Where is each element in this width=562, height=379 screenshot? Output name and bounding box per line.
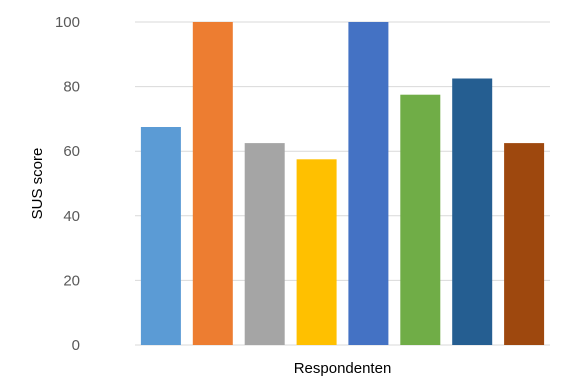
y-axis-ticks: 0 20 40 60 80 100	[55, 14, 80, 354]
bar-6	[400, 94, 441, 345]
y-tick-label: 100	[55, 14, 80, 31]
bar-3	[244, 143, 285, 345]
y-tick-label: 40	[63, 208, 80, 225]
bar-7	[452, 78, 493, 345]
bar-4	[296, 159, 337, 345]
bar-1	[140, 127, 181, 345]
bar-2	[192, 22, 233, 345]
x-axis-title: Respondenten	[294, 360, 392, 377]
y-tick-label: 0	[72, 337, 80, 354]
bars	[140, 22, 545, 345]
y-tick-label: 80	[63, 79, 80, 96]
y-tick-label: 60	[63, 143, 80, 160]
y-axis-title: SUS score	[29, 148, 46, 220]
y-tick-label: 20	[63, 272, 80, 289]
bar-8	[504, 143, 545, 345]
bar-5	[348, 22, 389, 345]
